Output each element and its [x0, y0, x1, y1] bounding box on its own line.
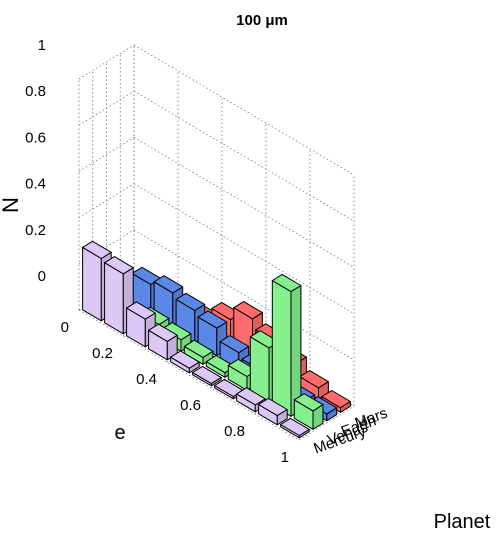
bar-mercury-9 — [280, 417, 310, 439]
z-gridline — [133, 229, 355, 361]
bar-top-face — [271, 273, 302, 293]
bar-top-face — [321, 390, 351, 409]
bar-top-face — [258, 397, 288, 417]
z-gridline — [78, 137, 135, 172]
bar-top-face — [236, 387, 266, 406]
e-tick-label: 0.2 — [92, 345, 113, 362]
bar-top-face — [219, 335, 250, 354]
bar-mercury-3 — [148, 323, 178, 361]
bar-mercury-5 — [192, 365, 222, 387]
z-gridline — [78, 229, 135, 265]
bar-top-face — [170, 350, 200, 369]
bar-top-face — [148, 323, 178, 342]
z-gridline — [133, 137, 355, 268]
z-axis-label: N — [0, 197, 23, 213]
e-tick-label: 1 — [281, 449, 289, 466]
planet-floor-gridline — [78, 309, 300, 441]
bar-mercury-4 — [170, 350, 200, 374]
planet-axis-label: Planet — [434, 511, 491, 533]
bar-top-face — [104, 256, 134, 275]
bar-top-face — [126, 301, 156, 320]
bar-top-face — [233, 301, 263, 320]
z-tick-label: 0 — [38, 268, 46, 285]
bar-mercury-1 — [104, 256, 134, 335]
z-gridline — [78, 44, 135, 80]
bars — [82, 240, 351, 439]
bar-top-face — [153, 275, 184, 294]
bar-front-face — [271, 280, 292, 417]
bar-venus-9 — [293, 393, 324, 430]
chart-title: 100 μm — [236, 12, 288, 29]
z-gridline — [133, 44, 355, 176]
z-tick-label: 0.8 — [25, 83, 46, 100]
z-tick-label: 0.6 — [25, 129, 46, 146]
bar-top-face — [192, 365, 222, 384]
e-tick-label: 0.4 — [136, 371, 157, 388]
bar-top-face — [175, 292, 206, 311]
bar-front-face — [104, 262, 124, 335]
z-gridline — [133, 90, 355, 222]
bar-top-face — [82, 240, 112, 259]
bar-top-face — [299, 370, 329, 389]
bar-front-face — [82, 246, 102, 322]
e-tick-label: 0 — [61, 319, 69, 336]
z-gridline — [133, 183, 355, 314]
bar-top-face — [293, 393, 324, 412]
z-tick-label: 1 — [38, 37, 46, 54]
e-axis-label: e — [114, 422, 125, 444]
bar-top-face — [280, 417, 310, 436]
z-tick-label: 0.2 — [25, 222, 46, 239]
e-tick-label: 0.8 — [224, 423, 245, 440]
e-tick-label: 0.6 — [180, 397, 201, 414]
bar-top-face — [197, 310, 228, 329]
bar-mercury-8 — [258, 397, 288, 426]
bar-top-face — [183, 339, 214, 358]
bar-mars-8 — [299, 370, 329, 400]
bar-venus-8 — [271, 273, 302, 417]
e-floor-gridline — [298, 405, 355, 441]
z-tick-label: 0.4 — [25, 176, 46, 193]
